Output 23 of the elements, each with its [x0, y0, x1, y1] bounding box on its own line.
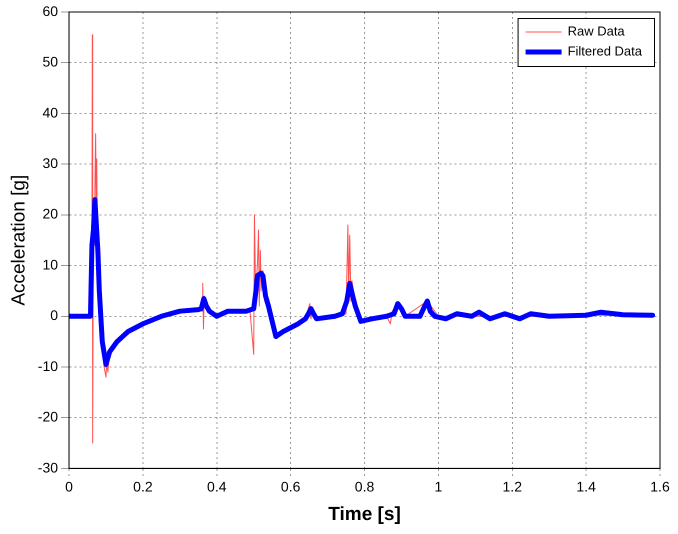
- y-tick-label: 20: [42, 206, 58, 222]
- y-tick-label: 50: [42, 54, 58, 70]
- y-tick-label: -30: [38, 459, 58, 476]
- y-tick-label: 40: [42, 104, 58, 120]
- x-tick-label: 0.4: [207, 478, 227, 495]
- x-axis-title: Time [s]: [328, 504, 401, 525]
- y-tick-label: -10: [38, 358, 58, 374]
- x-tick-label: 0.2: [133, 478, 153, 495]
- x-tick-label: 0.8: [354, 478, 374, 495]
- legend-label: Filtered Data: [568, 44, 643, 59]
- y-axis-title: Acceleration [g]: [8, 174, 30, 306]
- x-tick-label: 1: [434, 478, 442, 495]
- x-tick-label: 0.6: [280, 478, 301, 495]
- y-tick-label: 30: [42, 154, 58, 171]
- x-tick-label: 1.2: [502, 478, 522, 495]
- x-tick-label: 1.4: [576, 478, 596, 495]
- y-tick-label: 0: [50, 307, 58, 324]
- y-tick-label: 60: [42, 2, 58, 19]
- x-tick-label: 1.6: [650, 478, 670, 495]
- legend-label: Raw Data: [568, 24, 626, 39]
- x-tick-label: 0: [65, 478, 74, 495]
- y-tick-label: 10: [42, 256, 58, 272]
- y-tick-label: -20: [38, 408, 58, 425]
